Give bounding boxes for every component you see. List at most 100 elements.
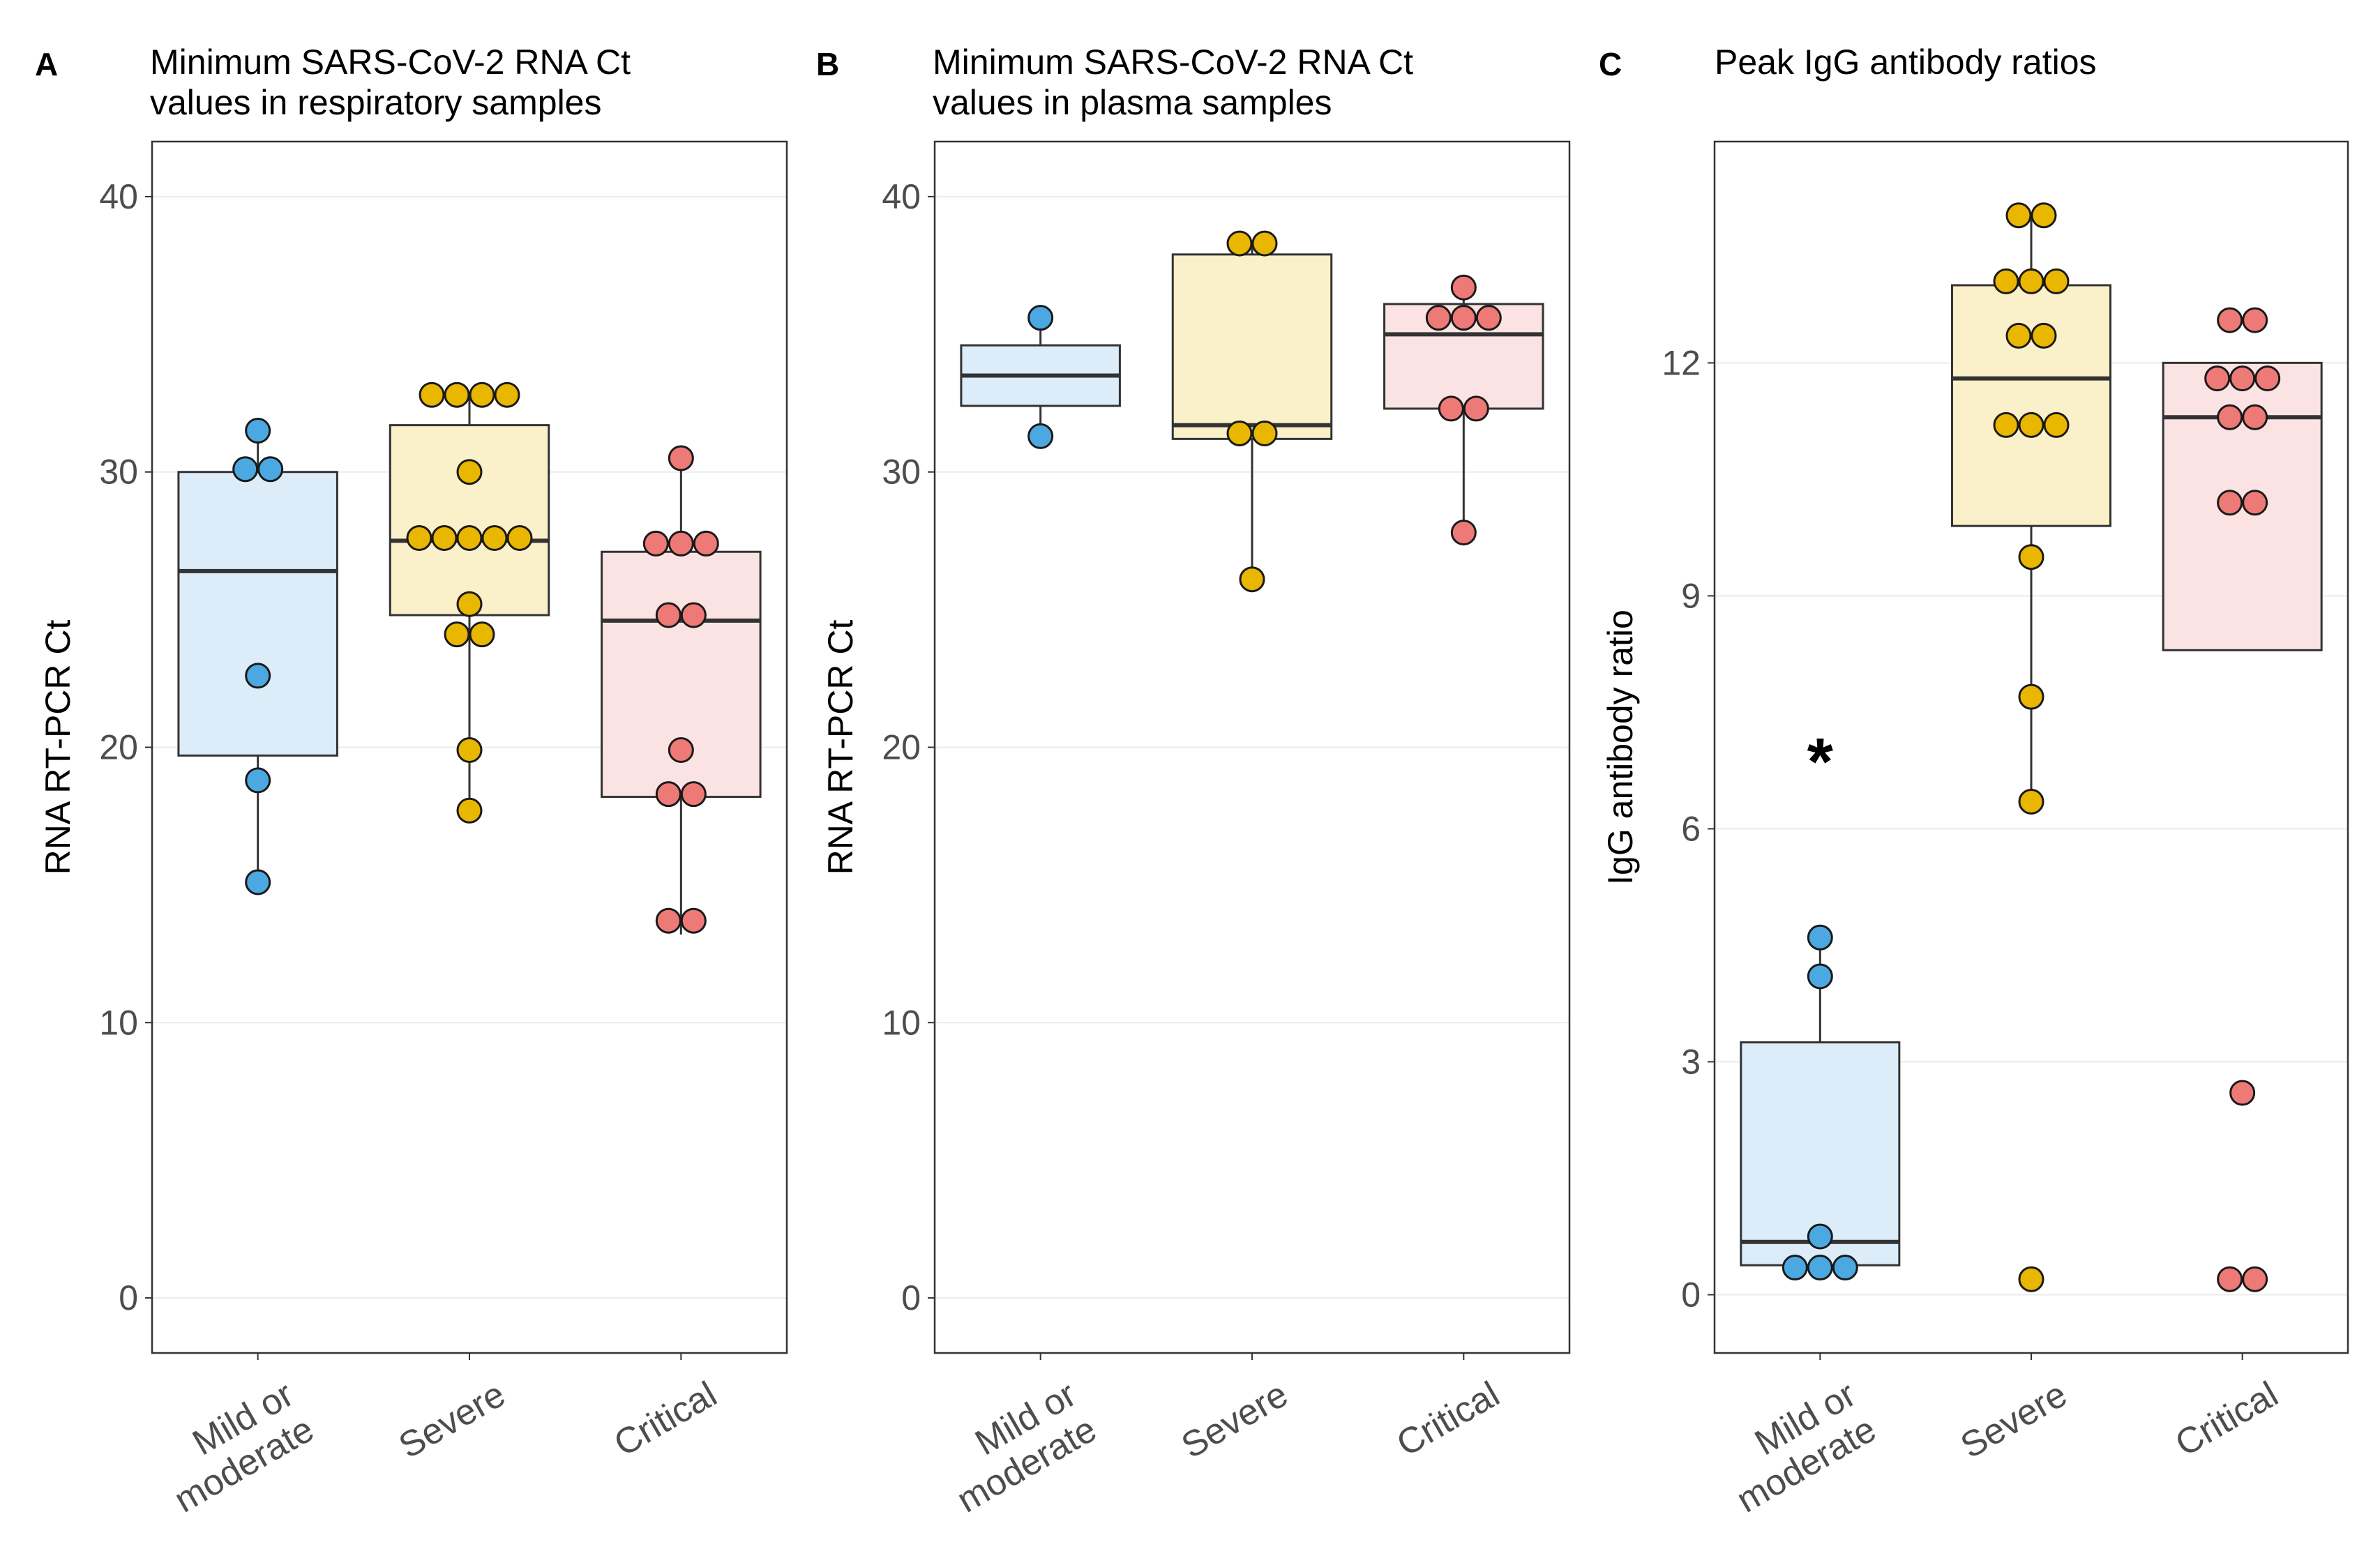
data-point <box>680 781 707 808</box>
y-axis-label: RNA RT-PCR Ct <box>38 619 77 875</box>
data-point <box>406 524 432 551</box>
box <box>1951 284 2111 527</box>
data-point <box>2018 268 2044 294</box>
data-point <box>1807 1255 1833 1281</box>
data-point <box>245 418 271 444</box>
data-point <box>1438 395 1464 422</box>
data-point <box>2031 202 2057 229</box>
data-point <box>2242 1266 2268 1292</box>
significance-asterisk: * <box>1807 725 1834 799</box>
y-tick-label: 20 <box>99 728 138 767</box>
x-tick-label: Critical <box>2169 1374 2285 1465</box>
data-point <box>469 381 495 408</box>
data-point <box>2229 365 2256 392</box>
data-point <box>1463 395 1489 422</box>
data-point <box>693 530 719 557</box>
data-point <box>1450 520 1477 546</box>
data-point <box>680 602 707 628</box>
x-tick-label: Mild ormoderate <box>147 1374 320 1520</box>
panel-letter: C <box>1599 46 1622 82</box>
box <box>2162 361 2323 651</box>
data-point <box>668 736 694 763</box>
data-point <box>1807 1223 1833 1250</box>
data-point <box>1807 924 1833 951</box>
data-point <box>232 456 259 483</box>
data-point <box>1027 423 1054 449</box>
data-point <box>1782 1255 1808 1281</box>
data-point <box>2018 683 2044 710</box>
x-tick-label: Severe <box>1954 1374 2074 1467</box>
data-point <box>2043 411 2070 438</box>
data-point <box>1251 230 1278 257</box>
data-point <box>2242 490 2268 516</box>
y-tick-label: 0 <box>119 1278 138 1317</box>
data-point <box>2229 1080 2256 1106</box>
data-point <box>1425 305 1452 331</box>
data-point <box>2217 490 2243 516</box>
data-point <box>668 530 694 557</box>
data-point <box>494 381 520 408</box>
panel-letter: B <box>816 46 839 82</box>
data-point <box>456 524 483 551</box>
data-point <box>456 736 483 763</box>
x-tick-label-line: Severe <box>1175 1374 1295 1467</box>
data-point <box>456 797 483 824</box>
y-tick-label: 40 <box>882 177 921 216</box>
data-point <box>680 907 707 934</box>
x-tick-label: Critical <box>608 1374 724 1465</box>
y-tick-label: 3 <box>1681 1042 1701 1081</box>
x-tick-label-line: Critical <box>2169 1374 2285 1465</box>
data-point <box>1251 420 1278 446</box>
x-tick-label: Severe <box>1175 1374 1295 1467</box>
data-point <box>506 524 533 551</box>
data-point <box>2018 788 2044 815</box>
y-axis-label: IgG antibody ratio <box>1601 610 1640 885</box>
data-point <box>456 591 483 617</box>
y-tick-label: 10 <box>99 1003 138 1042</box>
data-point <box>245 767 271 794</box>
y-tick-label: 9 <box>1681 576 1701 615</box>
panel-letter: A <box>35 46 58 82</box>
y-tick-label: 30 <box>99 453 138 492</box>
y-tick-label: 40 <box>99 177 138 216</box>
data-point <box>456 459 483 485</box>
panel-border <box>151 140 788 1354</box>
data-point <box>2018 1266 2044 1292</box>
data-point <box>444 381 470 408</box>
data-point <box>2018 411 2044 438</box>
x-tick-label-line: Critical <box>608 1374 724 1465</box>
data-point <box>2217 307 2243 333</box>
panel-title-line: Minimum SARS-CoV-2 RNA Ct <box>150 43 631 82</box>
data-point <box>2204 365 2231 392</box>
y-tick-label: 6 <box>1681 809 1701 848</box>
data-point <box>2005 202 2032 229</box>
x-tick-label: Mild ormoderate <box>1710 1374 1883 1520</box>
data-point <box>655 781 681 808</box>
data-point <box>655 602 681 628</box>
y-axis-label: RNA RT-PCR Ct <box>821 619 860 875</box>
y-tick-label: 30 <box>882 453 921 492</box>
data-point <box>419 381 445 408</box>
panel-border <box>933 140 1571 1354</box>
data-point <box>655 907 681 934</box>
data-point <box>2217 1266 2243 1292</box>
x-tick-label: Mild ormoderate <box>930 1374 1103 1520</box>
box <box>389 424 550 617</box>
box <box>177 471 338 757</box>
data-point <box>469 621 495 648</box>
x-tick-label-line: Severe <box>392 1374 512 1467</box>
data-point <box>431 524 458 551</box>
data-point <box>481 524 508 551</box>
x-tick-label: Critical <box>1390 1374 1507 1465</box>
panel-title-line: Peak IgG antibody ratios <box>1715 43 2097 82</box>
panel-border <box>1713 140 2349 1354</box>
data-point <box>1450 274 1477 301</box>
data-point <box>2254 365 2281 392</box>
data-point <box>1239 566 1265 593</box>
panel-c: C Peak IgG antibody ratios 0 3 6 9 12 IgG antib… <box>1599 43 2349 1520</box>
data-point <box>2005 322 2032 349</box>
data-point <box>2043 268 2070 294</box>
